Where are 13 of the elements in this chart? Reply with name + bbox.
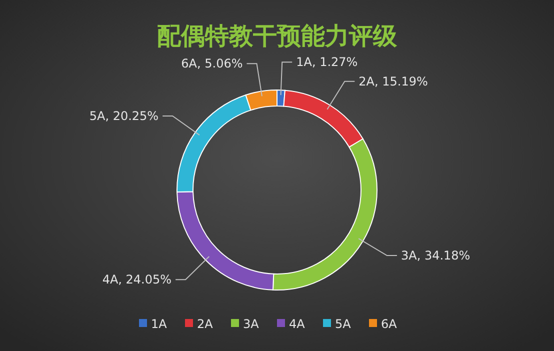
legend-label: 4A [289,317,306,331]
data-label: 1A, 1.27% [296,55,358,70]
data-label: 6A, 5.06% [181,56,243,71]
data-label: 3A, 34.18% [400,248,470,263]
data-label: 4A, 24.05% [102,272,172,287]
legend-label: 1A [151,317,168,331]
data-label: 2A, 15.19% [358,74,428,88]
legend-label: 6A [381,317,398,331]
legend-label: 2A [197,317,214,331]
chart-title: 配偶特教干预能力评级 [157,22,398,50]
legend-label: 3A [243,317,260,331]
legend-label: 5A [335,317,352,331]
data-label: 5A, 20.25% [89,108,159,123]
